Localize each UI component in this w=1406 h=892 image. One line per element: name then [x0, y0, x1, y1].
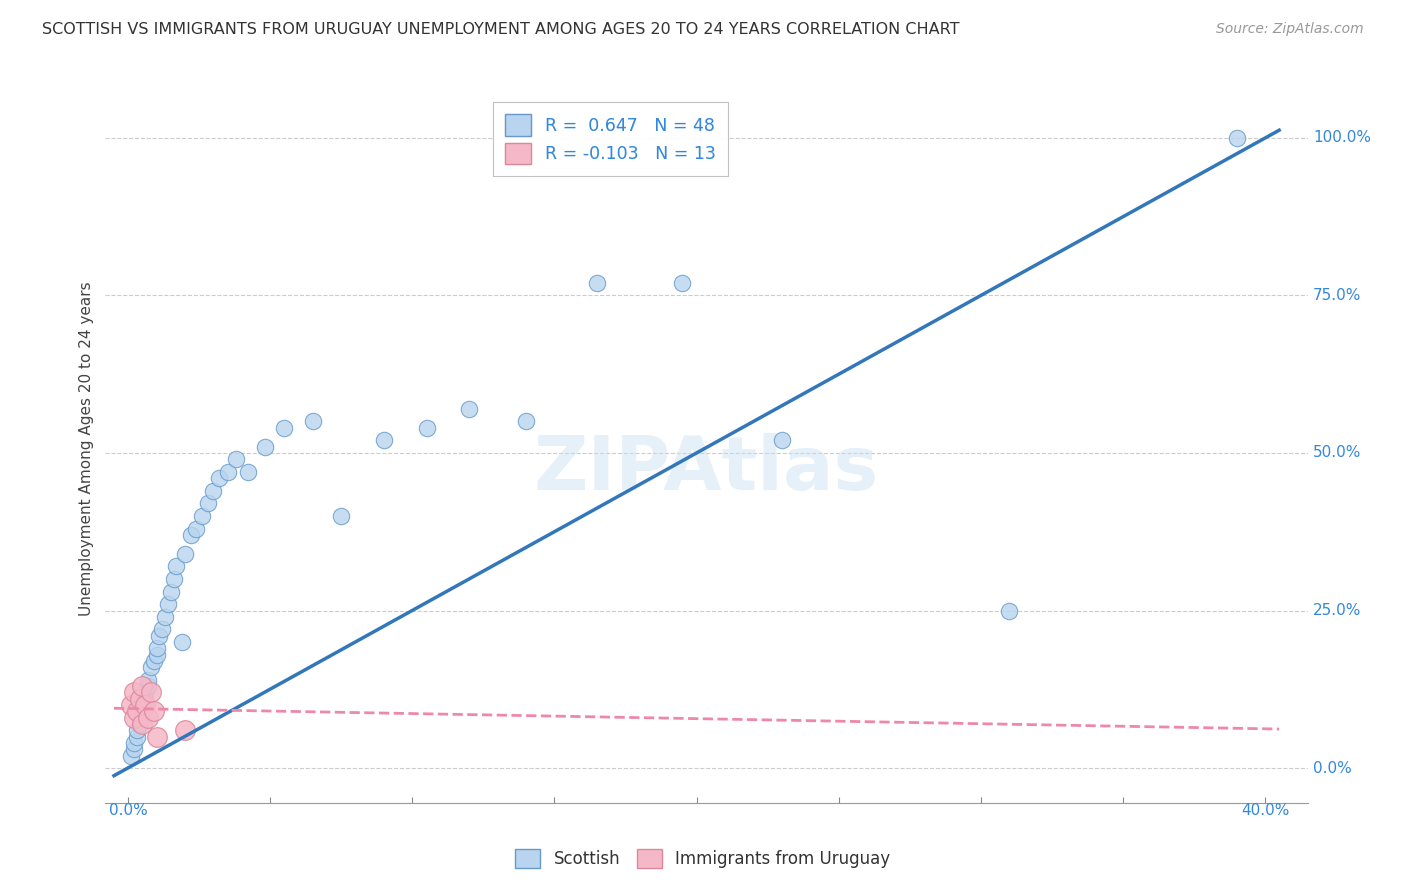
Legend: R =  0.647   N = 48, R = -0.103   N = 13: R = 0.647 N = 48, R = -0.103 N = 13	[492, 103, 728, 176]
Point	[373, 434, 395, 448]
Legend: Scottish, Immigrants from Uruguay: Scottish, Immigrants from Uruguay	[509, 842, 897, 875]
Text: 25.0%: 25.0%	[1313, 603, 1361, 618]
Point	[186, 522, 208, 536]
Point	[122, 685, 145, 699]
Point	[148, 629, 170, 643]
Point	[197, 496, 219, 510]
Point	[139, 660, 162, 674]
Point	[515, 414, 537, 428]
Point	[128, 711, 150, 725]
Point	[330, 508, 353, 523]
Point	[208, 471, 231, 485]
Point	[163, 572, 186, 586]
Point	[122, 736, 145, 750]
Point	[128, 691, 150, 706]
Point	[142, 705, 165, 719]
Point	[145, 648, 167, 662]
Point	[415, 421, 437, 435]
Point	[120, 748, 142, 763]
Point	[174, 547, 197, 561]
Text: 100.0%: 100.0%	[1313, 130, 1371, 145]
Text: ZIPAtlas: ZIPAtlas	[534, 433, 879, 506]
Point	[125, 723, 148, 738]
Text: 40.0%: 40.0%	[1240, 803, 1289, 818]
Point	[153, 610, 176, 624]
Point	[236, 465, 259, 479]
Point	[134, 698, 156, 712]
Point	[125, 705, 148, 719]
Point	[145, 641, 167, 656]
Point	[122, 711, 145, 725]
Point	[131, 698, 153, 712]
Point	[273, 421, 295, 435]
Point	[136, 679, 159, 693]
Point	[120, 698, 142, 712]
Y-axis label: Unemployment Among Ages 20 to 24 years: Unemployment Among Ages 20 to 24 years	[79, 281, 94, 615]
Point	[142, 654, 165, 668]
Point	[180, 528, 202, 542]
Point	[1225, 130, 1247, 145]
Point	[172, 635, 194, 649]
Point	[302, 414, 325, 428]
Point	[225, 452, 247, 467]
Text: 50.0%: 50.0%	[1313, 445, 1361, 460]
Text: 0.0%: 0.0%	[1313, 761, 1353, 776]
Point	[122, 742, 145, 756]
Point	[131, 705, 153, 719]
Point	[150, 623, 173, 637]
Text: 75.0%: 75.0%	[1313, 288, 1361, 303]
Point	[671, 276, 693, 290]
Text: Source: ZipAtlas.com: Source: ZipAtlas.com	[1216, 22, 1364, 37]
Point	[586, 276, 609, 290]
Point	[145, 730, 167, 744]
Point	[131, 717, 153, 731]
Point	[134, 691, 156, 706]
Point	[134, 685, 156, 699]
Point	[156, 597, 179, 611]
Point	[253, 440, 276, 454]
Point	[159, 584, 181, 599]
Point	[139, 685, 162, 699]
Point	[136, 673, 159, 687]
Point	[998, 603, 1021, 617]
Point	[770, 434, 793, 448]
Point	[131, 679, 153, 693]
Point	[174, 723, 197, 738]
Point	[217, 465, 239, 479]
Point	[166, 559, 188, 574]
Text: SCOTTISH VS IMMIGRANTS FROM URUGUAY UNEMPLOYMENT AMONG AGES 20 TO 24 YEARS CORRE: SCOTTISH VS IMMIGRANTS FROM URUGUAY UNEM…	[42, 22, 960, 37]
Point	[136, 711, 159, 725]
Point	[128, 717, 150, 731]
Point	[458, 401, 481, 416]
Point	[191, 508, 214, 523]
Point	[125, 730, 148, 744]
Point	[202, 483, 225, 498]
Text: 0.0%: 0.0%	[108, 803, 148, 818]
